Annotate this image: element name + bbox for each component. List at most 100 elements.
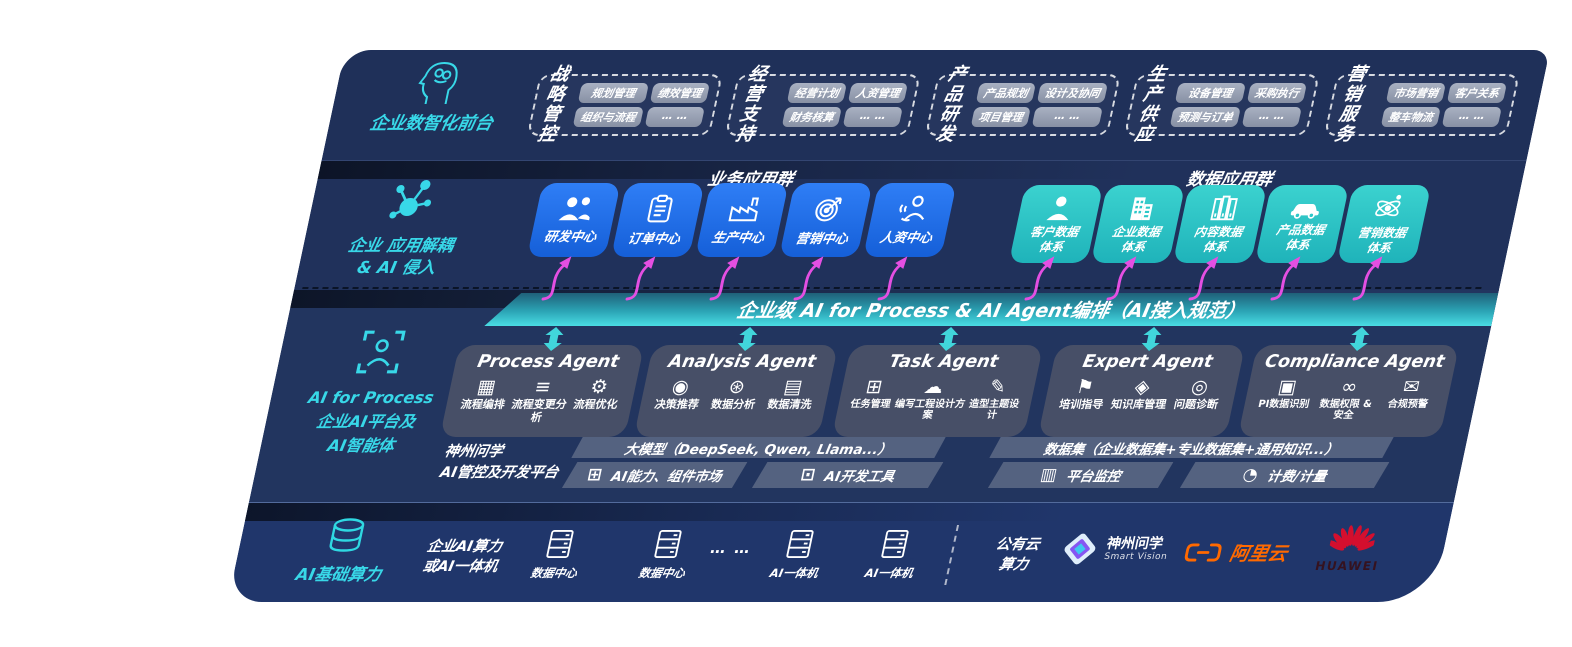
flag-icon: ⚑ <box>1074 376 1096 398</box>
chip: 组织与流程 <box>572 107 644 127</box>
chip: … … <box>842 107 903 127</box>
box-customer-data: 客户数据 体系 <box>1008 185 1104 263</box>
group-title: 产品 研发 <box>933 63 970 146</box>
front-office-label-block: 企业数智化前台 <box>349 60 525 135</box>
curved-arrow-icon <box>1106 256 1137 301</box>
server-icon <box>546 530 574 558</box>
grid-icon: ▦ <box>475 376 498 398</box>
double-arrow-icon <box>737 327 758 351</box>
dataset-bar: 数据集（企业数据集+专业数据集+通用知识...） <box>989 437 1393 458</box>
chip: 市场营销 <box>1385 83 1446 103</box>
group-production: 生产 供应 设备管理 采购执行 预测与订单 … … <box>1123 64 1320 145</box>
box-rd-center: 研发中心 <box>527 183 621 257</box>
infra-label-block: AI基础算力 <box>261 517 425 585</box>
huawei-flower-icon <box>1326 525 1378 551</box>
group-strategy: 战略 管控 规划管理 绩效管理 组织与流程 … … <box>526 64 723 145</box>
box-label: 客户数据 体系 <box>1028 224 1080 254</box>
chip: 采购执行 <box>1246 83 1307 103</box>
chip: 项目管理 <box>970 107 1031 127</box>
platform-label: 神州问学 AI管控及开发平台 <box>438 444 560 482</box>
infra-band: AI基础算力 企业AI算力 或AI一体机 数据中心 数据中心 … … AI一体机… <box>227 502 1454 602</box>
agent-card-process: Process Agent ▦ 流程编排 ≡ 流程变更分析 ⚙ 流程优化 <box>439 345 645 437</box>
target-icon <box>814 197 842 222</box>
curved-arrow-icon <box>1024 256 1055 301</box>
szwx-name: 神州问学 <box>1105 535 1165 552</box>
aliyun-name: 阿里云 <box>1227 543 1290 565</box>
box-enterprise-data: 企业数据 体系 <box>1090 185 1186 263</box>
model-bar: 大模型（DeepSeek, Qwen, Llama...） <box>571 437 945 458</box>
chip: 规划管理 <box>577 83 649 103</box>
chip: 财务核算 <box>781 107 842 127</box>
box-order-center: 订单中心 <box>611 183 705 257</box>
public-cloud-divider <box>944 525 960 585</box>
group-title: 生产 供应 <box>1132 63 1169 146</box>
database-icon <box>329 518 365 552</box>
agent-card-analysis: Analysis Agent ◉ 决策推荐 ⊛ 数据分析 ▤ 数据清洗 <box>633 345 839 437</box>
agent-title: Analysis Agent <box>666 352 818 372</box>
group-operation: 经营 支持 经营计划 人资管理 财务核算 … … <box>724 64 921 145</box>
box-label: 营销数据 体系 <box>1356 225 1408 255</box>
agent-card-compliance: Compliance Agent ▣ PI数据识别 ∞ 数据权限 & 安全 ✉ 合规预… <box>1237 345 1460 437</box>
chip: 客户关系 <box>1446 83 1507 103</box>
box-label: 企业数据 体系 <box>1110 224 1162 254</box>
curved-arrow-icon <box>793 256 824 301</box>
window-plus-icon: ⊞ <box>585 464 604 485</box>
pencil-icon: ✎ <box>987 376 1009 398</box>
head-brain-icon <box>418 61 458 104</box>
box-label: 订单中心 <box>626 231 682 247</box>
box-product-data: 产品数据 体系 <box>1254 185 1350 263</box>
box-label: 内容数据 体系 <box>1192 224 1244 254</box>
server-icon <box>654 530 682 558</box>
factory-icon <box>727 197 759 222</box>
task-grid-icon: ⊞ <box>863 376 885 398</box>
clipboard-icon <box>647 194 673 222</box>
node-ai-appliance: AI一体机 <box>847 529 938 581</box>
gauge-icon: ◔ <box>1240 464 1260 485</box>
double-arrow-icon <box>1349 327 1370 351</box>
agent-title: Expert Agent <box>1080 352 1215 372</box>
app-layer-label-block: 企业 应用解耦 & AI 侵入 <box>311 177 498 280</box>
ai-layer-title: AI for Process 企业AI平台及 AI智能体 <box>306 388 436 455</box>
box-marketing-center: 营销中心 <box>779 183 873 257</box>
ai-platform-band: 企业级 AI for Process & AI Agent编排（AI接入规范） … <box>248 290 1499 502</box>
chip: … … <box>1031 107 1103 127</box>
szwx-subtitle: Smart Vision <box>1103 552 1169 563</box>
platform-monitor-chip: ▥ 平台监控 <box>988 462 1174 488</box>
group-title: 营销 服务 <box>1332 63 1369 146</box>
person-icon <box>1045 196 1068 220</box>
person-motion-icon <box>898 195 924 222</box>
mail-icon: ✉ <box>1401 376 1422 398</box>
box-label: 人资中心 <box>878 231 934 246</box>
sliders-icon: ≡ <box>532 376 554 398</box>
curved-arrow-icon <box>1188 256 1219 301</box>
public-cloud-label: 公有云 算力 <box>994 537 1042 574</box>
box-content-data: 内容数据 体系 <box>1172 185 1268 263</box>
cloud-icon: ☁ <box>921 376 946 398</box>
rings-icon: ∞ <box>1339 376 1360 398</box>
double-arrow-icon <box>1141 327 1162 351</box>
people-icon <box>558 197 591 221</box>
front-office-band: 企业数智化前台 战略 管控 规划管理 绩效管理 组织与流程 … … 经营 支持 … <box>321 50 1550 160</box>
chip: … … <box>644 107 705 127</box>
infra-title: AI基础算力 <box>294 565 383 584</box>
ellipsis-label: … … <box>708 539 754 557</box>
books-icon <box>1209 195 1238 220</box>
agent-title: Task Agent <box>887 352 1001 372</box>
box-marketing-data: 营销数据 体系 <box>1336 185 1432 263</box>
curved-arrow-icon <box>1270 256 1301 301</box>
ai-capability-chip: ⊞ AI能力、组件市场 <box>562 462 748 488</box>
node-ai-appliance: AI一体机 <box>752 529 843 581</box>
atom-icon: ⊛ <box>726 376 748 398</box>
node-label: 数据中心 <box>529 566 579 580</box>
vendor-szwx: 神州问学 Smart Vision <box>1058 531 1173 567</box>
app-layer-title: 企业 应用解耦 & AI 侵入 <box>346 236 456 278</box>
node-label: AI一体机 <box>863 566 915 580</box>
agent-card-task: Task Agent ⊞ 任务管理 ☁ 编写工程设计方案 ✎ 造型主题设计 <box>831 345 1044 437</box>
car-icon <box>1290 203 1319 219</box>
atom-icon <box>1374 194 1401 216</box>
chip: 经营计划 <box>786 83 847 103</box>
chip: … … <box>1241 107 1302 127</box>
chip: 人资管理 <box>847 83 908 103</box>
server-icon <box>786 530 814 558</box>
chip: 产品规划 <box>975 83 1036 103</box>
